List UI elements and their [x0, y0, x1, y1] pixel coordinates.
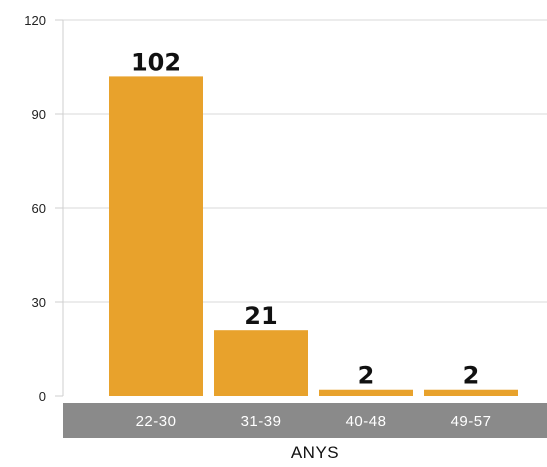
x-tick-label: 22-30 — [136, 413, 177, 430]
y-tick-label: 0 — [39, 389, 46, 404]
x-tick-label: 31-39 — [241, 413, 282, 430]
y-tick-label: 60 — [32, 201, 46, 216]
y-tick-label: 120 — [24, 13, 46, 28]
y-tick-label: 30 — [32, 295, 46, 310]
x-tick-label: 40-48 — [346, 413, 387, 430]
bar-22-30 — [109, 76, 203, 397]
data-label-40-48: 2 — [358, 362, 375, 390]
y-tick-label: 90 — [32, 107, 46, 122]
data-labels: 102 21 2 2 — [131, 48, 479, 389]
category-band — [63, 403, 547, 438]
x-axis-title: ANYS — [291, 443, 339, 462]
x-tick-label: 49-57 — [451, 413, 492, 430]
data-label-31-39: 21 — [244, 302, 277, 330]
x-axis-category-labels: 22-30 31-39 40-48 49-57 — [136, 413, 492, 430]
data-label-22-30: 102 — [131, 48, 181, 76]
bar-31-39 — [214, 330, 308, 396]
bar-49-57 — [424, 389, 518, 396]
data-label-49-57: 2 — [463, 362, 480, 390]
bar-40-48 — [319, 389, 413, 396]
y-axis-ticks: 0 30 60 90 120 — [24, 13, 46, 404]
bars — [109, 76, 518, 397]
